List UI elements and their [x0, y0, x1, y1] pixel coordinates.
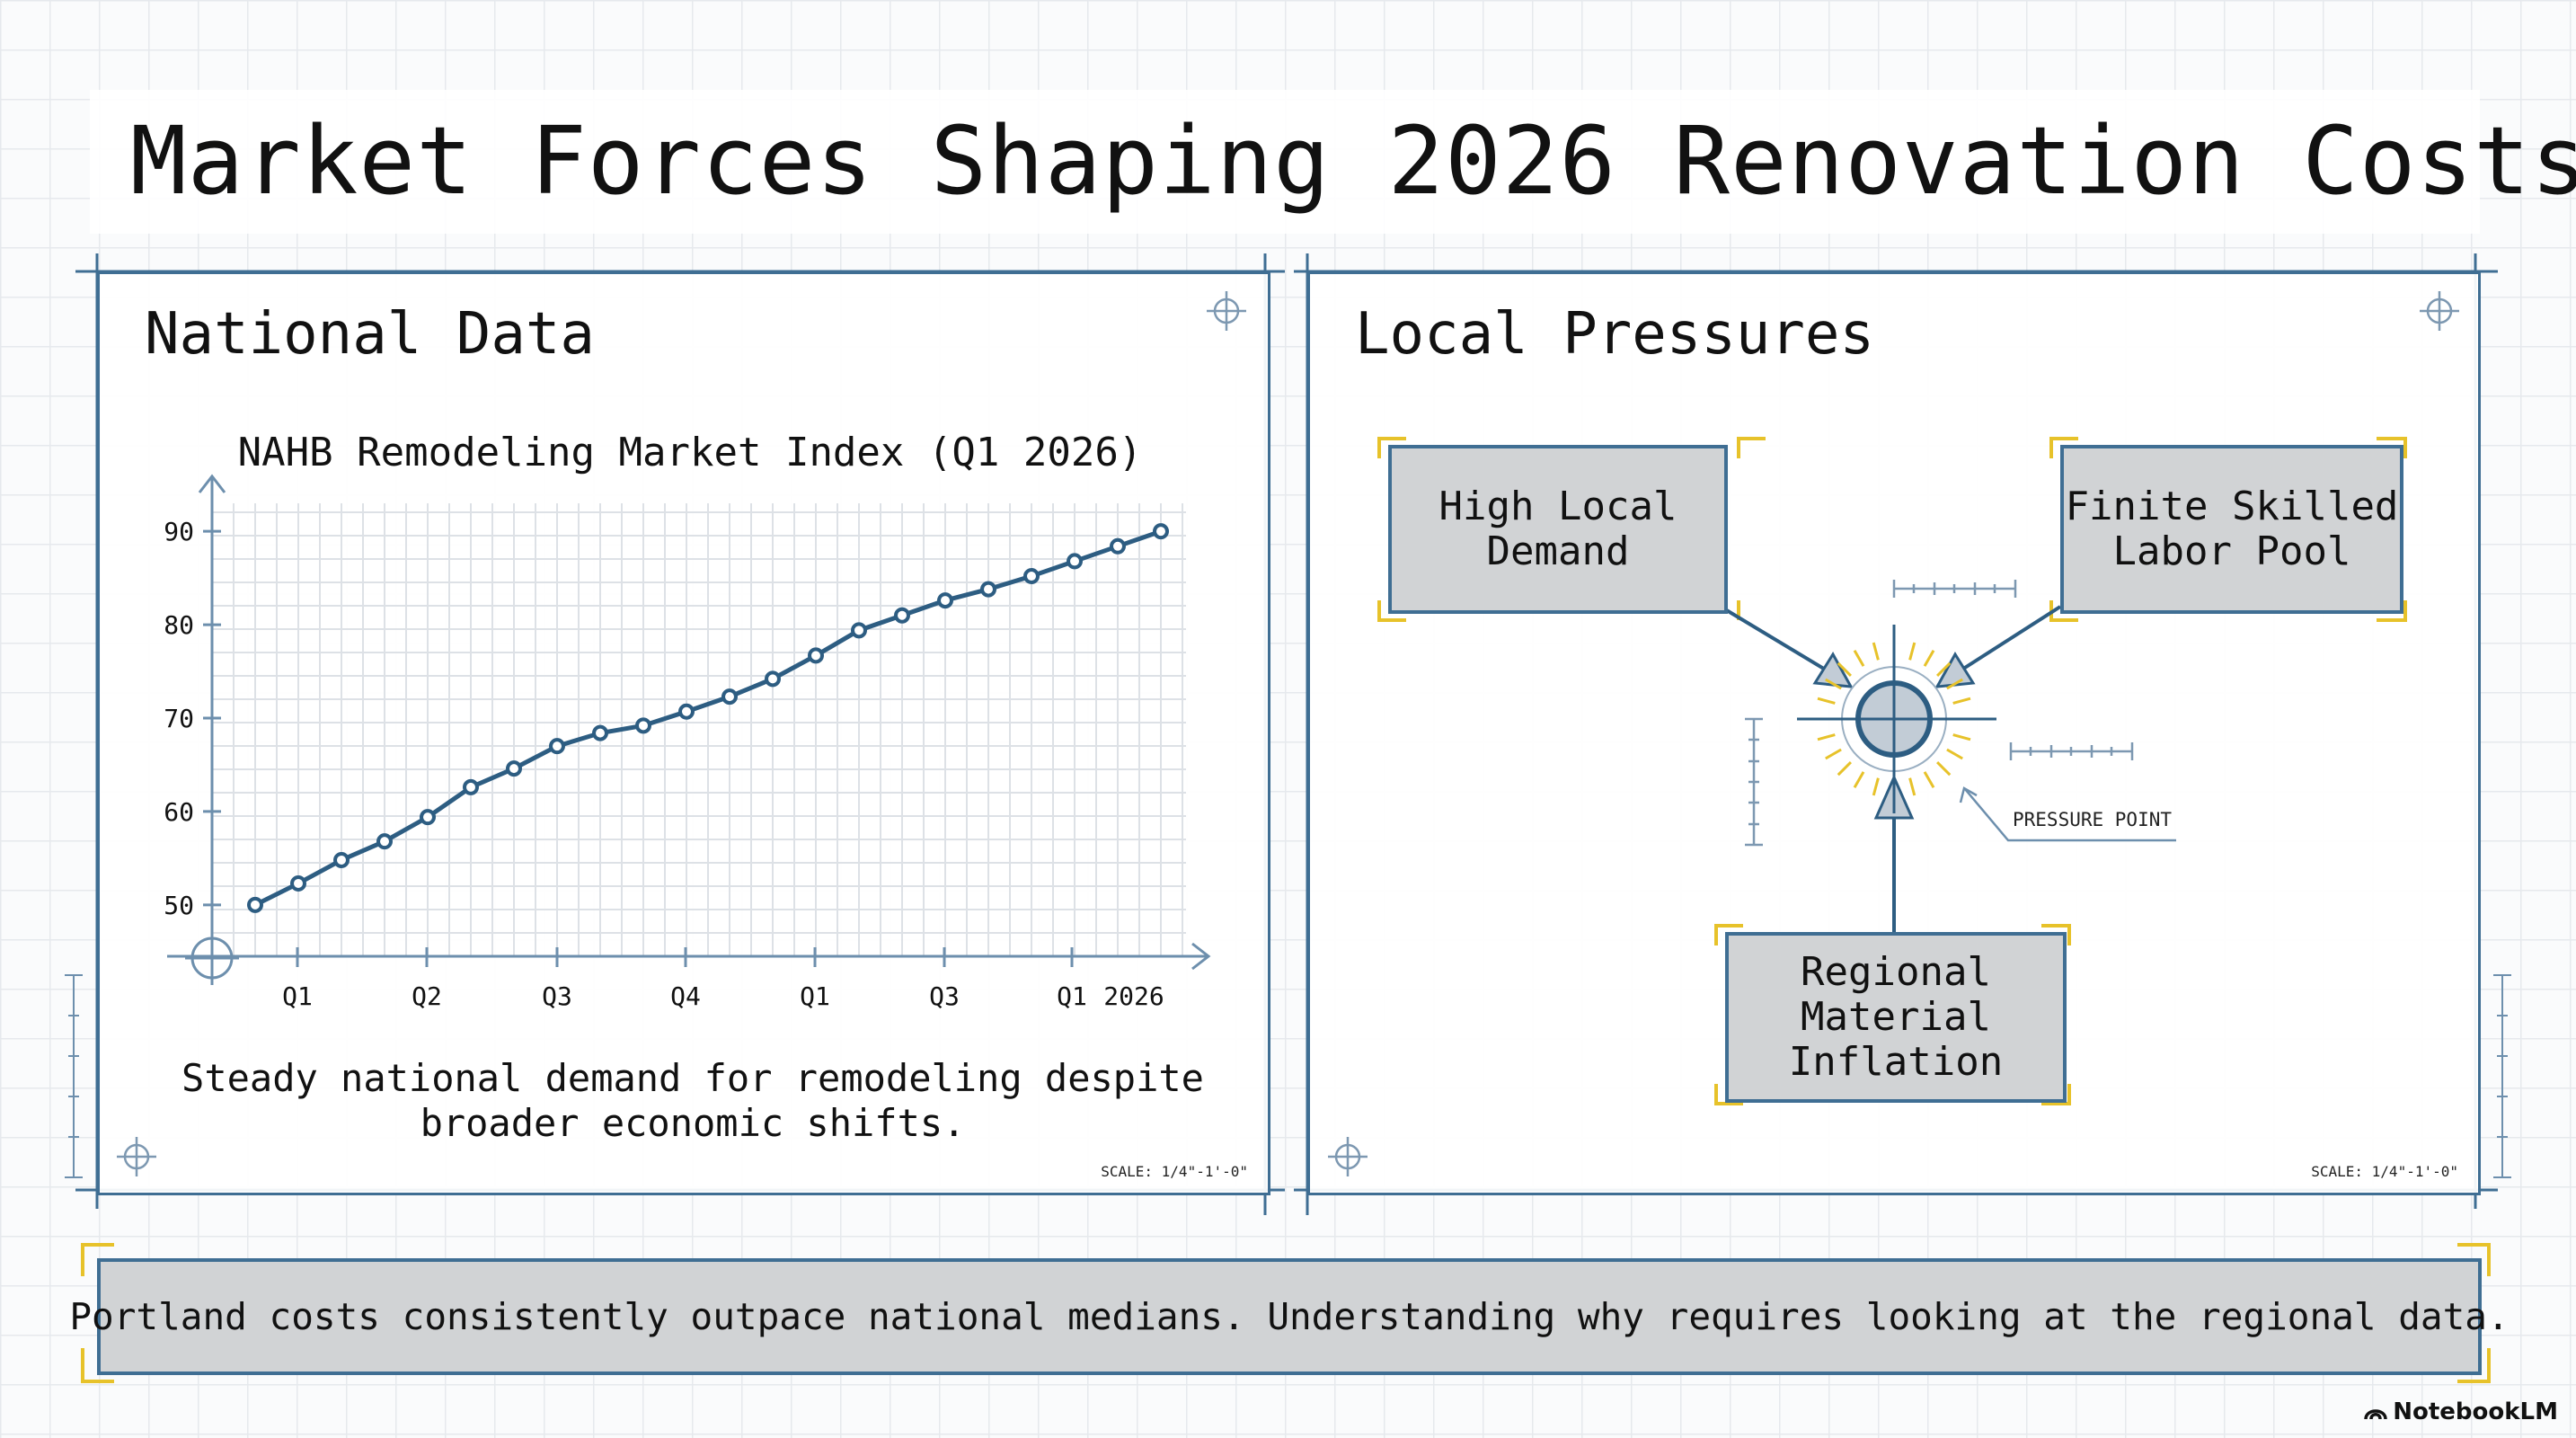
sunburst-ray — [1908, 777, 1917, 796]
x-tick-label: Q2 — [412, 981, 442, 1011]
sunburst-ray — [1817, 697, 1836, 705]
pressure-point-leader — [1959, 786, 2176, 842]
sunburst-ray — [1872, 642, 1880, 661]
data-point — [592, 724, 608, 741]
footer-callout: Portland costs consistently outpace nati… — [69, 1258, 2510, 1375]
data-point — [420, 809, 436, 826]
sunburst-ray — [1872, 777, 1880, 796]
x-tick-label: 2026 — [1103, 981, 1164, 1011]
sunburst-ray — [1853, 650, 1865, 667]
finite-skilled-labor-box: Finite Skilled Labor Pool — [2060, 445, 2403, 614]
data-point — [247, 896, 263, 913]
chart-caption: Steady national demand for remodeling de… — [181, 1056, 1204, 1145]
data-point — [463, 778, 479, 795]
box-corner-brackets — [1377, 437, 2407, 1105]
pressure-point-target-icon — [1797, 625, 1996, 813]
data-point — [333, 851, 350, 868]
data-point — [721, 688, 738, 706]
series-points — [247, 523, 1169, 913]
high-local-demand-box: High Local Demand — [1388, 445, 1728, 614]
data-point — [506, 760, 522, 777]
brand-name: NotebookLM — [2393, 1398, 2558, 1425]
x-axis-arrow — [1191, 942, 1211, 971]
notebooklm-logo-icon — [2364, 1409, 2387, 1420]
data-point — [937, 592, 953, 609]
y-tick-labels: 50 60 70 80 90 — [164, 517, 221, 920]
sunburst-ray — [1825, 748, 1842, 760]
x-tick-labels: Q1 Q2 Q3 Q4 Q1 Q3 Q1 2026 — [282, 947, 1164, 1011]
data-point — [549, 738, 565, 755]
sunburst-ray — [1946, 748, 1963, 760]
local-scale-note: SCALE: 1/4"-1'-0" — [2311, 1163, 2458, 1180]
pressure-point-label: PRESSURE POINT — [2013, 809, 2173, 830]
sunburst-ray — [1837, 661, 1852, 677]
chart-axes — [167, 474, 1211, 985]
sunburst-ray — [1908, 642, 1917, 661]
data-point — [376, 833, 393, 850]
sunburst-ray — [1825, 678, 1842, 690]
chart-title: NAHB Remodeling Market Index (Q1 2026) — [238, 430, 1143, 475]
x-tick-label: Q1 — [800, 981, 830, 1011]
crosshair-icons — [117, 291, 2459, 1176]
data-point — [980, 581, 996, 598]
sunburst-ray — [1952, 697, 1971, 705]
y-tick-label: 90 — [164, 517, 194, 546]
sunburst-ray — [1853, 771, 1865, 788]
y-tick-label: 70 — [164, 704, 194, 733]
data-point — [1153, 523, 1169, 540]
x-tick-label: Q3 — [929, 981, 960, 1011]
sunburst-ray — [1936, 761, 1952, 777]
y-axis-arrow — [198, 474, 226, 493]
sunburst-ray — [1946, 678, 1963, 690]
x-tick-label: Q1 — [282, 981, 313, 1011]
sunburst-ray — [1837, 761, 1852, 777]
data-point — [894, 607, 910, 624]
data-point — [1110, 537, 1126, 555]
regional-material-inflation-box: Regional Material Inflation — [1725, 932, 2067, 1103]
x-tick-label: Q3 — [542, 981, 572, 1011]
title-band — [90, 90, 2480, 234]
y-tick-label: 60 — [164, 797, 194, 827]
brand-badge: NotebookLM — [2364, 1398, 2558, 1425]
data-point — [808, 647, 824, 664]
data-point — [678, 703, 695, 720]
y-tick-label: 50 — [164, 891, 194, 920]
data-point — [1023, 568, 1040, 585]
national-panel-title: National Data — [145, 301, 595, 368]
data-point — [851, 622, 867, 639]
sunburst-ray — [1952, 733, 1971, 741]
data-point — [290, 874, 306, 892]
national-scale-note: SCALE: 1/4"-1'-0" — [1101, 1163, 1248, 1180]
data-point — [765, 670, 781, 688]
measurement-rulers — [1745, 580, 2134, 847]
x-tick-label: Q4 — [670, 981, 701, 1011]
series-line — [253, 528, 1162, 908]
footer-text: Portland costs consistently outpace nati… — [69, 1295, 2510, 1338]
sunburst-ray — [1936, 661, 1952, 677]
sunburst-ray — [1923, 650, 1935, 667]
sunburst-ray — [1817, 733, 1836, 741]
sunburst-ray — [1923, 771, 1935, 788]
data-point — [635, 717, 651, 734]
slide-title: Market Forces Shaping 2026 Renovation Co… — [130, 106, 2576, 216]
data-point — [1067, 553, 1083, 570]
local-panel-title: Local Pressures — [1355, 301, 1874, 368]
x-tick-label: Q1 — [1057, 981, 1087, 1011]
y-tick-label: 80 — [164, 610, 194, 640]
